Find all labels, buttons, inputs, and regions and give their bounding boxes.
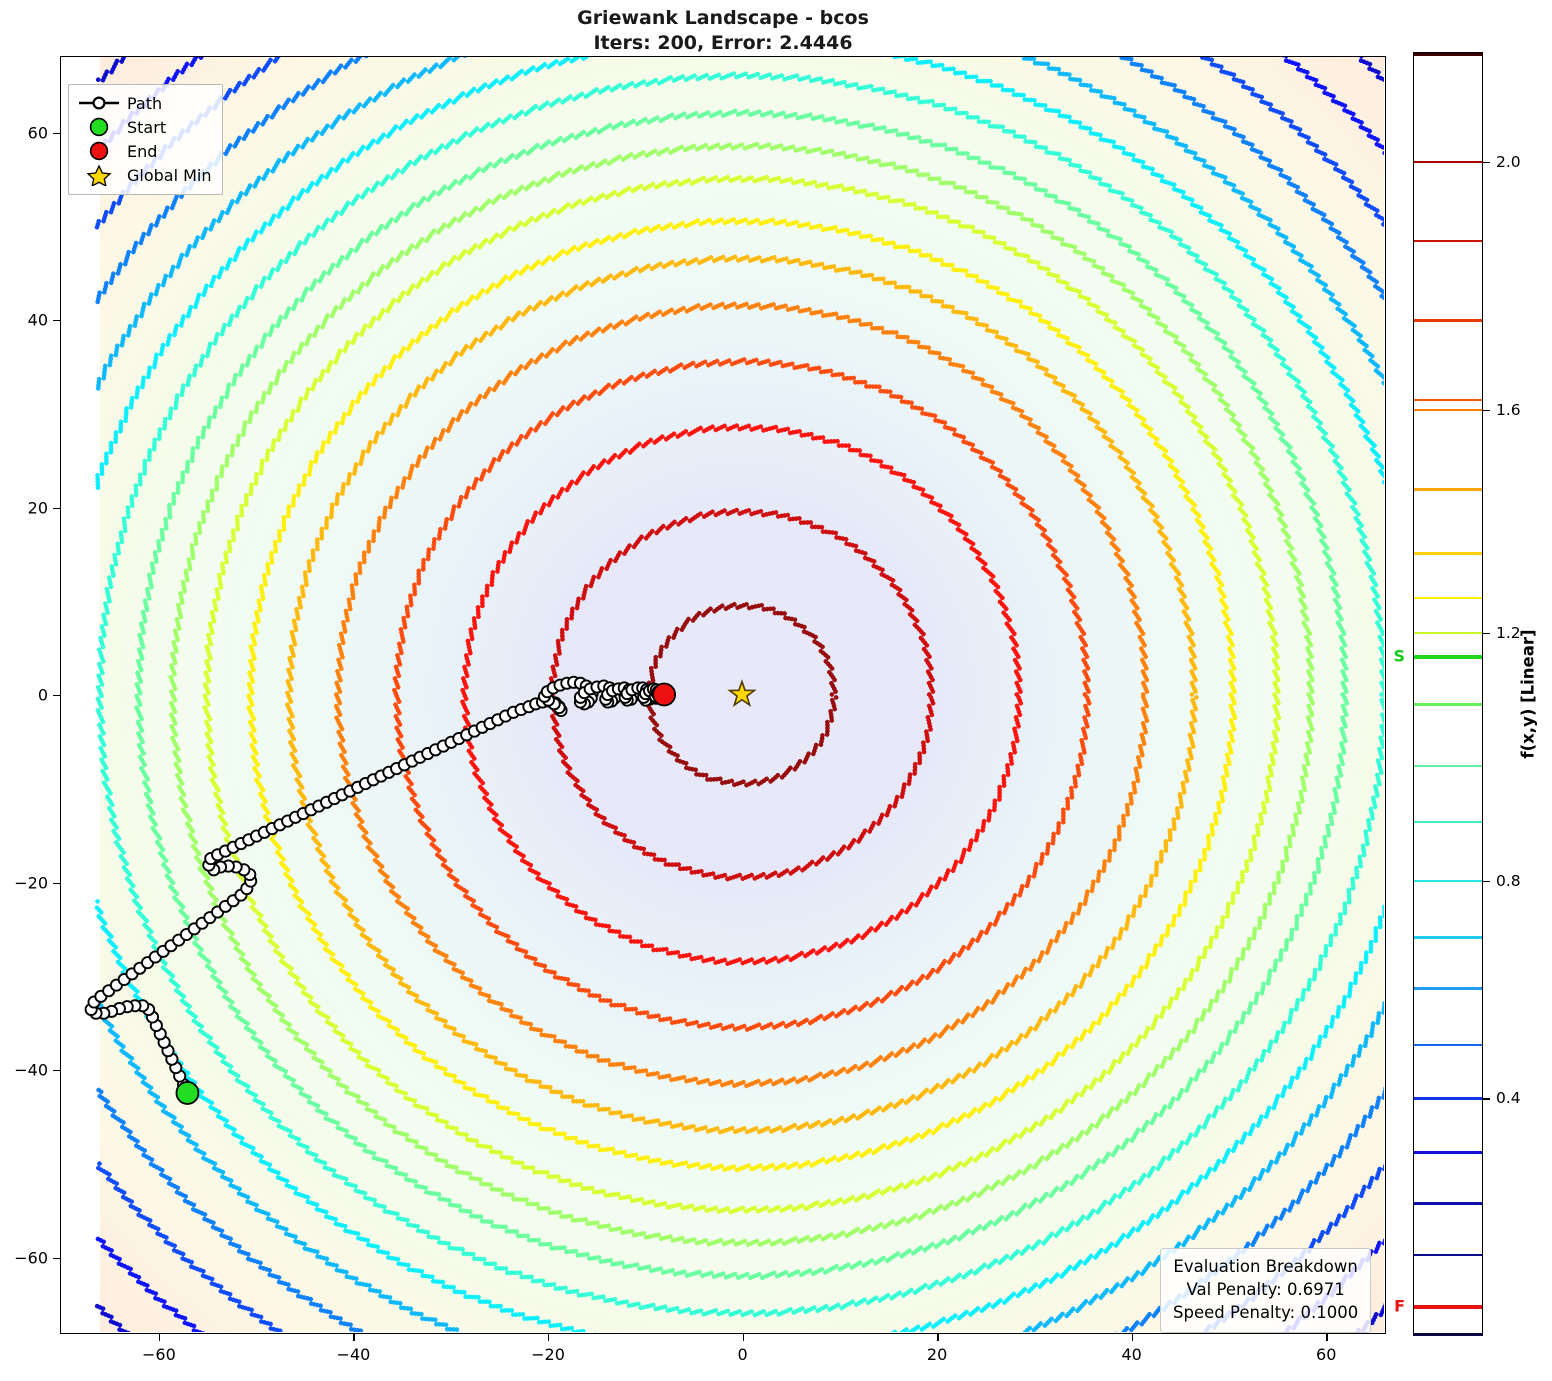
y-tick-mark (53, 320, 60, 322)
colorbar-contour-line (1414, 160, 1482, 163)
y-tick-label: 60 (27, 123, 48, 143)
colorbar-contour-line (1414, 654, 1482, 659)
y-tick-label: 40 (27, 310, 48, 330)
legend-label-start: Start (127, 117, 167, 137)
colorbar-contour-line (1414, 764, 1482, 768)
colorbar-tick-mark (1483, 161, 1490, 163)
legend-item-start: Start (77, 115, 212, 139)
colorbar-start-marker: S (1393, 646, 1405, 666)
colorbar-label-text: f(x,y) [Linear] (1518, 629, 1538, 759)
x-tick-label: −40 (336, 1345, 371, 1364)
eval-speed-penalty: Speed Penalty: 0.1000 (1173, 1303, 1359, 1322)
yellow-star-icon (77, 164, 121, 188)
colorbar-contour-line (1414, 1043, 1482, 1047)
colorbar-contour-line (1414, 239, 1482, 243)
y-tick-mark (53, 1070, 60, 1072)
colorbar-tick-label: 1.2 (1496, 623, 1521, 642)
colorbar-contour-line (1414, 53, 1482, 56)
x-tick-mark (547, 1334, 550, 1341)
x-tick-label: 60 (1316, 1345, 1337, 1364)
x-tick-label: −60 (141, 1345, 176, 1364)
green-circle-icon (77, 116, 121, 138)
y-tick-label: −60 (14, 1248, 48, 1268)
title-line-1: Griewank Landscape - bcos (577, 7, 869, 29)
y-tick-label: 0 (37, 685, 48, 705)
colorbar-contour-line (1414, 1253, 1482, 1257)
colorbar-contour-line (1414, 1304, 1482, 1309)
x-tick-label: 20 (926, 1345, 948, 1364)
x-tick-label: −20 (531, 1345, 565, 1364)
legend-item-global-min: Global Min (77, 163, 212, 188)
x-tick-label: 0 (737, 1345, 748, 1364)
colorbar-contour-line (1414, 408, 1482, 412)
legend-label-path: Path (127, 93, 163, 113)
colorbar-tick-layer: 2.0 1.6 1.2 0.8 0.4 (1483, 52, 1543, 1336)
colorbar-contour-line (1414, 597, 1482, 600)
path-line-marker-icon (77, 92, 121, 114)
colorbar-contour-line (1414, 552, 1482, 555)
colorbar-tick-mark (1483, 1098, 1490, 1100)
evaluation-breakdown-box: Evaluation Breakdown Val Penalty: 0.6971… (1160, 1248, 1372, 1333)
colorbar-tick-label: 1.6 (1496, 400, 1521, 419)
colorbar-contour-line (1414, 319, 1482, 322)
colorbar (1413, 52, 1483, 1336)
colorbar-contour-line (1414, 1202, 1482, 1205)
colorbar-tick-mark (1483, 632, 1490, 634)
colorbar-contour-line (1414, 936, 1482, 939)
eval-title: Evaluation Breakdown (1173, 1257, 1358, 1276)
x-tick-label: 40 (1121, 1345, 1142, 1364)
contour-plot-canvas (84, 57, 1384, 1332)
x-tick-mark (1326, 1334, 1328, 1341)
colorbar-axis-label: f(x,y) [Linear] (1508, 52, 1548, 1336)
colorbar-contour-line (1414, 1333, 1482, 1336)
x-tick-mark (1131, 1334, 1134, 1341)
y-tick-mark (53, 507, 60, 509)
contour-plot-axes (60, 56, 1386, 1334)
colorbar-contour-line (1414, 703, 1482, 706)
colorbar-tick-label: 0.4 (1496, 1089, 1521, 1108)
legend-label-global-min: Global Min (127, 165, 212, 185)
colorbar-contour-line (1414, 1151, 1482, 1154)
y-tick-mark (53, 1257, 60, 1259)
plot-legend: Path Start End Global Min (68, 84, 223, 195)
x-tick-mark (353, 1334, 355, 1341)
colorbar-end-marker: F (1394, 1296, 1405, 1316)
legend-label-end: End (127, 141, 158, 161)
colorbar-tick-label: 0.8 (1496, 871, 1521, 890)
y-tick-mark (53, 132, 60, 134)
y-tick-label: −20 (14, 873, 48, 893)
colorbar-tick-mark (1483, 880, 1490, 883)
red-circle-icon (77, 140, 121, 162)
legend-item-end: End (77, 139, 212, 163)
colorbar-contour-line (1414, 631, 1482, 634)
x-tick-mark (742, 1334, 744, 1341)
y-tick-mark (53, 695, 60, 697)
x-tick-mark (158, 1334, 161, 1341)
colorbar-tick-label: 2.0 (1496, 152, 1521, 171)
title-line-2: Iters: 200, Error: 2.4446 (593, 32, 853, 54)
colorbar-contour-line (1414, 398, 1482, 401)
colorbar-contour-line (1414, 879, 1482, 883)
colorbar-contour-line (1414, 987, 1482, 990)
colorbar-tick-mark (1483, 409, 1490, 412)
colorbar-contour-line (1414, 488, 1482, 491)
colorbar-contour-line (1414, 1097, 1482, 1100)
eval-val-penalty: Val Penalty: 0.6971 (1186, 1280, 1345, 1299)
colorbar-contour-line (1414, 821, 1482, 824)
legend-item-path: Path (77, 91, 212, 115)
x-tick-mark (937, 1334, 939, 1341)
y-tick-label: −40 (14, 1060, 48, 1080)
y-tick-mark (53, 882, 60, 884)
y-tick-label: 20 (27, 498, 48, 518)
